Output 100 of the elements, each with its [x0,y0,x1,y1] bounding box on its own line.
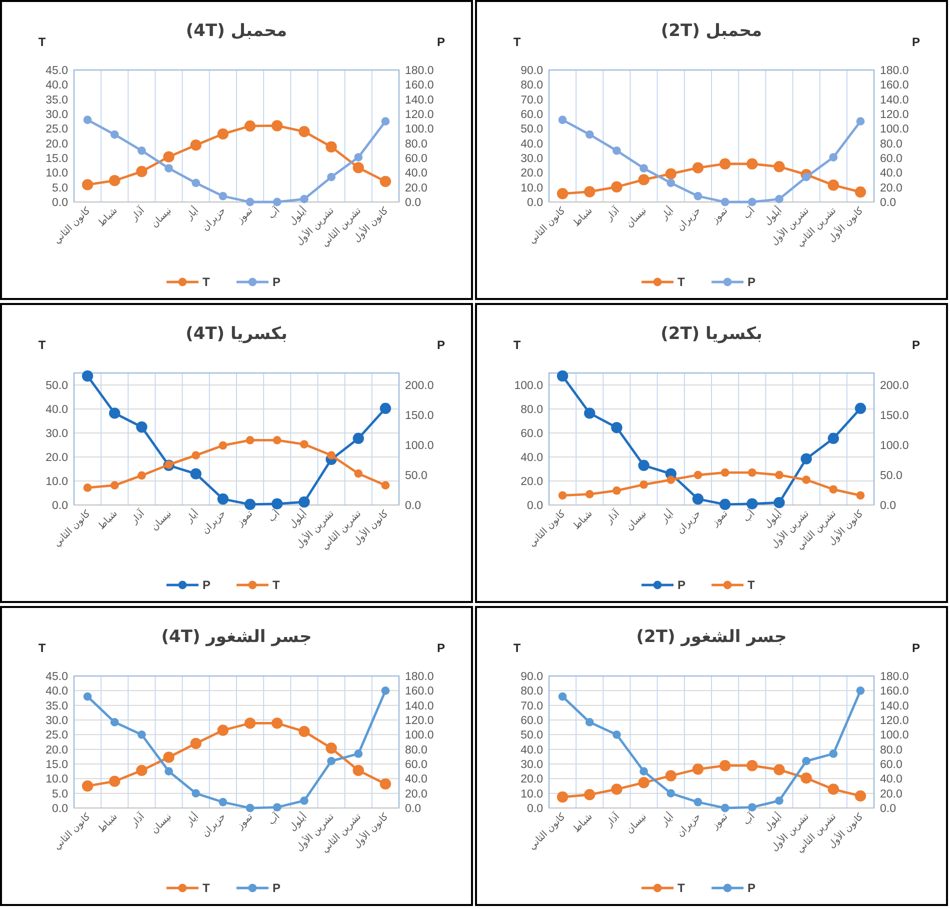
y2-tick-label: 80.0 [880,138,902,150]
point [354,153,363,162]
point [298,126,310,138]
chart-title: بكسريا (4T) [186,324,288,344]
y2-tick-label: 140.0 [880,700,909,712]
y-tick-label: 90.0 [520,65,543,77]
y-tick-label: 50.0 [46,380,68,392]
y-tick-label: 70.0 [520,94,543,106]
y2-tick-label: 60.0 [405,153,428,165]
point [218,798,228,806]
y2-tick-label: 100.0 [880,730,909,742]
x-tick-label: تموز [709,205,730,226]
y-tick-label: 40.0 [520,452,543,464]
point [802,476,810,484]
y2-tick-label: 80.0 [880,744,902,756]
x-tick-label: تموز [234,811,256,832]
point [300,796,308,805]
y-tick-label: 60.0 [520,715,543,727]
x-tick-label: حزيران [675,811,704,840]
y-tick-label: 35.0 [46,94,68,106]
y2-tick-label: 40.0 [405,168,428,180]
y2-tick-label: 0.0 [880,197,896,209]
point [352,162,364,174]
point [83,116,92,124]
point [692,162,704,174]
point [272,120,283,132]
point [82,179,94,190]
y-tick-label: 50.0 [520,730,543,742]
point [585,718,594,726]
y-tick-label: 15.0 [46,153,68,165]
point [828,180,839,191]
point [558,491,567,500]
y-tick-label: 30.0 [520,153,543,165]
point [326,742,337,754]
point [640,164,648,172]
y2-tick-label: 50.0 [405,470,428,482]
point [665,770,676,782]
point [828,784,839,795]
y-tick-label: 10.0 [46,774,68,786]
x-tick-label: نيسان [624,205,649,230]
point [828,432,839,444]
point [190,468,202,480]
point [138,730,146,739]
y2-tick-label: 120.0 [880,109,909,121]
y2-tick-label: 100.0 [405,440,434,452]
legend-label: P [748,275,756,289]
x-tick-label: أيلول [760,810,785,834]
y2-tick-label: 50.0 [880,470,902,482]
point [694,470,702,480]
x-tick-label: آب [266,810,282,828]
y2-tick-label: 140.0 [405,700,434,712]
x-tick-label: حزيران [200,508,228,536]
point [666,789,676,798]
y2-tick-label: 160.0 [880,686,909,698]
y2-tick-label: 0.0 [405,197,421,209]
y2-tick-label: 160.0 [405,686,434,698]
x-tick-label: آب [266,507,282,524]
y-tick-label: 20.0 [46,452,68,464]
y2-tick-label: 0.0 [405,803,421,815]
point [856,491,865,500]
y-tick-label: 40.0 [46,686,68,698]
x-tick-label: آذار [602,507,622,527]
x-tick-label: أيلول [760,204,785,228]
point [802,756,810,766]
point [854,186,866,198]
y2-tick-label: 40.0 [880,774,902,786]
point [136,421,148,433]
point [719,760,731,772]
y2-tick-label: 0.0 [880,803,896,815]
point [611,784,622,795]
point [354,469,363,478]
x-tick-label: نيسان [624,508,649,533]
y2-tick-label: 60.0 [880,153,902,165]
point [190,738,202,750]
y2-tick-label: 120.0 [405,715,434,727]
y-tick-label: 10.0 [46,476,68,488]
point [164,767,173,776]
x-tick-label: آذار [602,204,622,224]
y-axis-title: T [38,35,46,49]
y-tick-label: 35.0 [46,700,68,712]
y2-tick-label: 120.0 [405,109,434,121]
y2-tick-label: 20.0 [880,182,902,194]
legend-label: P [272,275,281,289]
legend-label: P [748,881,756,895]
point [352,764,364,776]
point [640,480,648,489]
y-axis-title: T [513,338,522,352]
point [138,471,146,480]
point [136,764,148,776]
point [800,453,812,464]
y2-tick-label: 0.0 [405,500,421,512]
point [246,804,254,812]
y2-tick-label: 100.0 [880,124,909,136]
y-tick-label: 45.0 [46,65,68,77]
point [800,772,812,784]
x-tick-label: أيلول [286,810,310,834]
chart-title: جسر الشغور (4T) [161,627,312,647]
y2-tick-label: 80.0 [405,138,428,150]
point [110,718,119,726]
y-tick-label: 5.0 [52,182,68,194]
